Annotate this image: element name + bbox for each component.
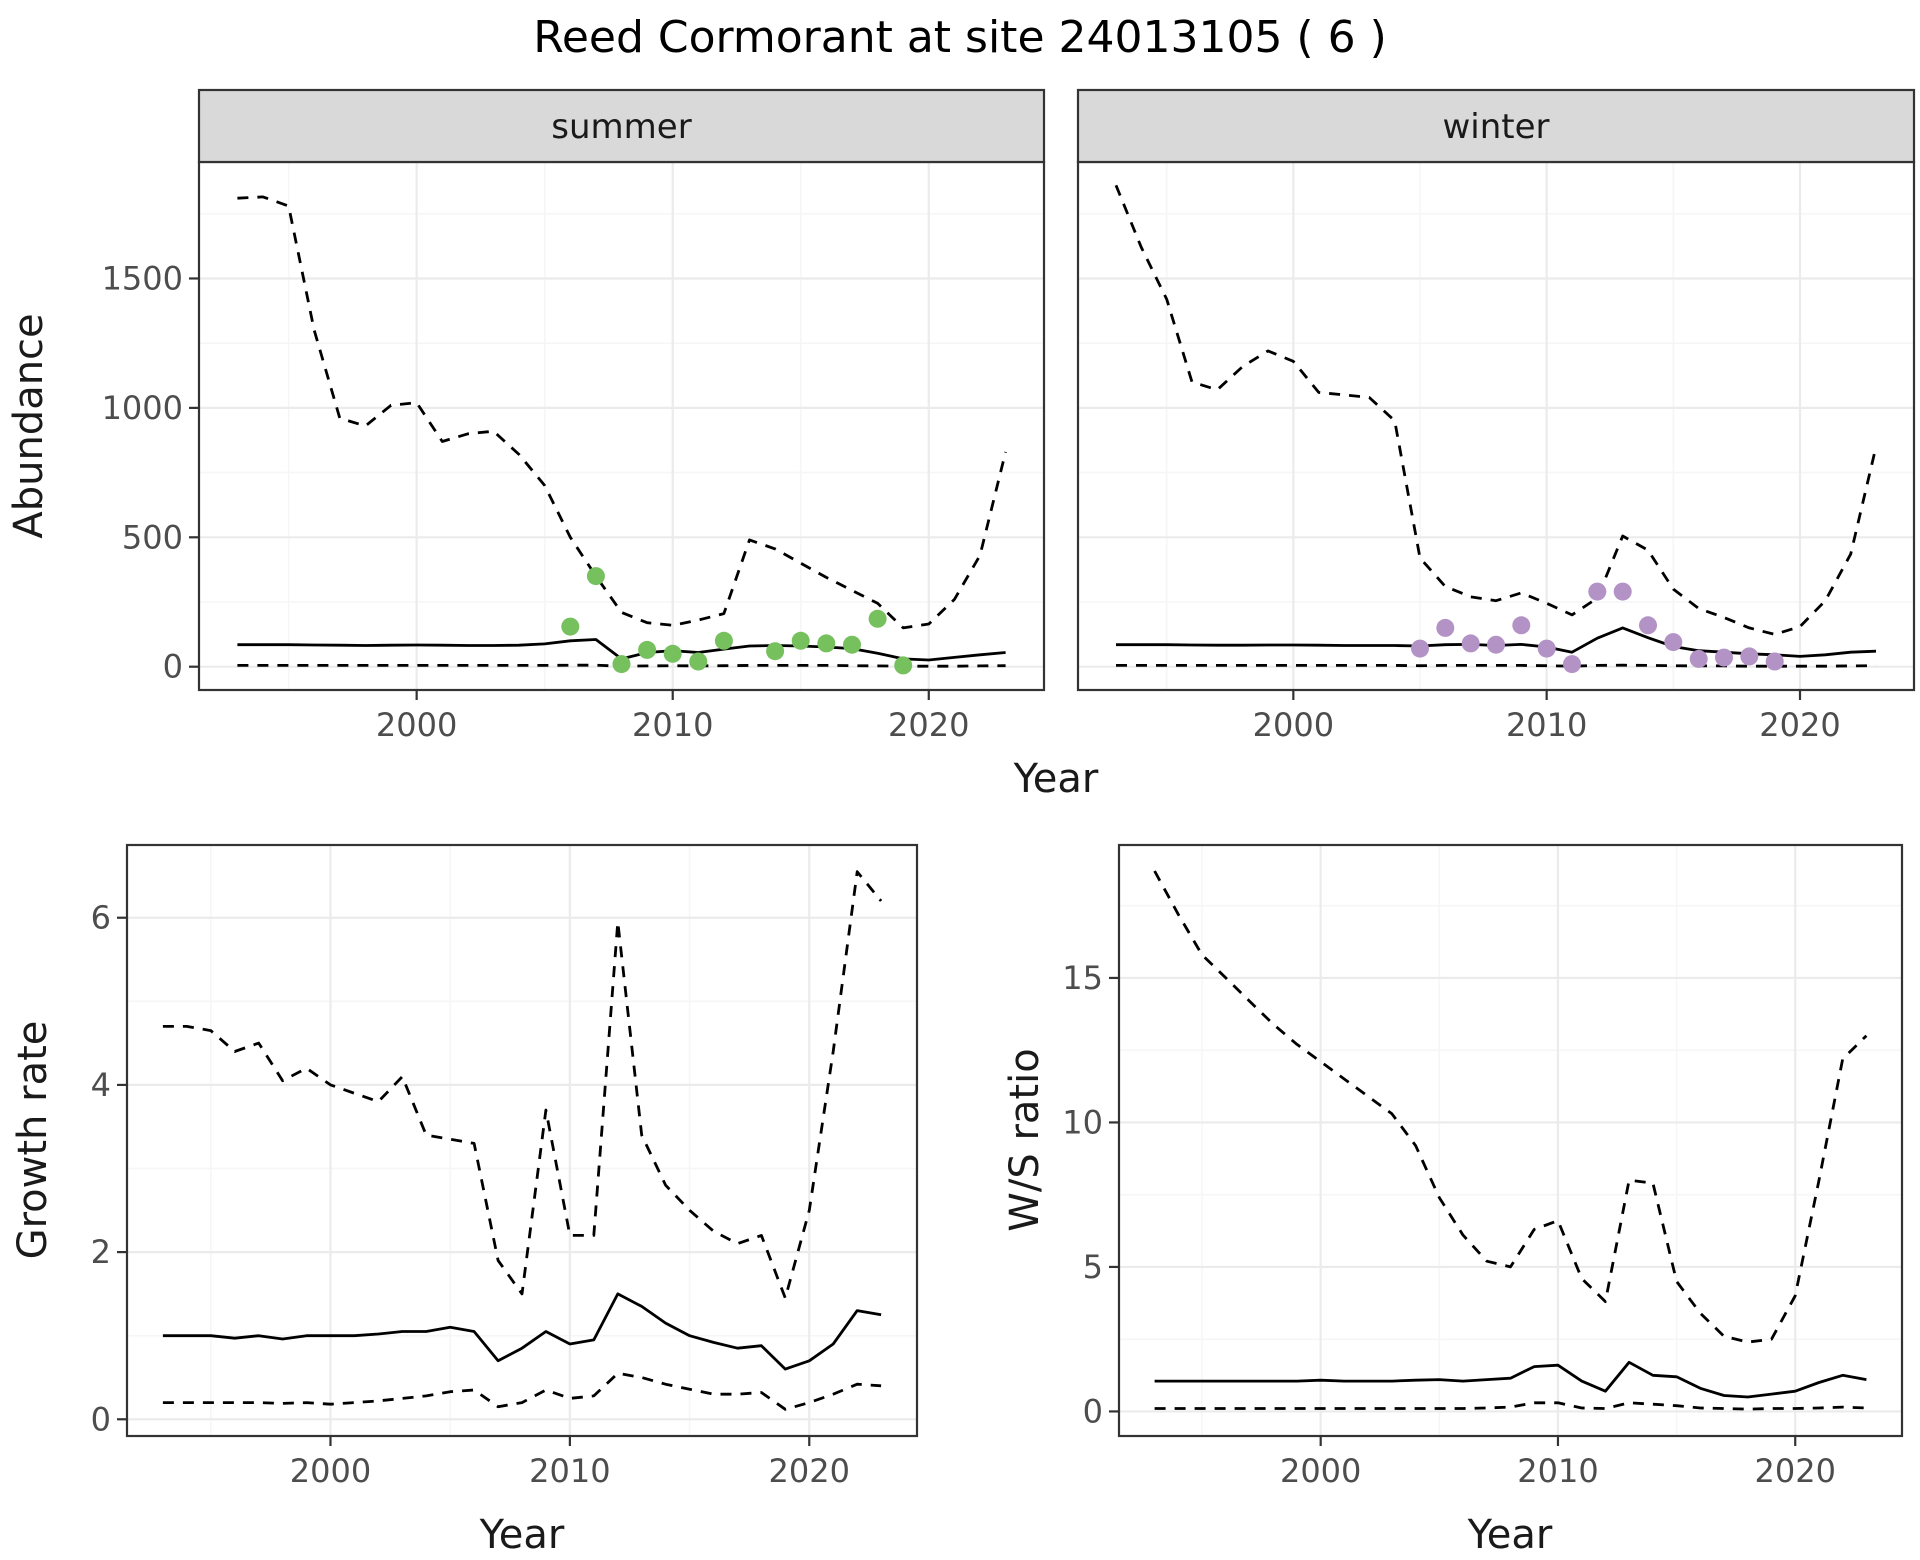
x-tick-label: 2000 [1280,1452,1361,1490]
y-tick-label: 6 [91,899,111,937]
series-median-line [1154,1360,1867,1399]
observation-point [586,567,605,586]
y-tick-label: 1500 [102,259,183,297]
observation-point [1411,639,1429,658]
observation-point [1588,582,1607,601]
y-tick-label: 10 [1062,1103,1103,1141]
y-tick-label: 15 [1062,959,1103,997]
series-lower-ci-line [1116,663,1877,668]
x-tick-label: 2020 [1755,1452,1836,1490]
panel-background [1078,162,1914,690]
x-tick-label: 2020 [1759,706,1840,744]
observation-point [689,652,708,671]
x-tick-label: 2010 [1517,1452,1598,1490]
observation-point [612,655,631,674]
figure-title: Reed Cormorant at site 24013105 ( 6 ) [533,12,1386,63]
observation-point [894,656,913,675]
facet-strip [1076,88,1916,164]
series-median-line [162,1292,882,1371]
panel-abundance-summer: 2000 2010 2020 0 500 1000 1500 summer [102,88,1046,744]
y-tick-label: 0 [1083,1392,1103,1430]
observation-point [868,609,887,628]
y-tick-label: 1000 [102,389,183,427]
x-tick-label: 2020 [769,1452,850,1490]
observation-point [1740,647,1759,666]
observation-point [1537,639,1556,658]
top-year-axis-title: Year [1013,756,1099,802]
growth-rate-axis-title: Growth rate [10,1021,56,1260]
observation-point [1512,616,1531,635]
observation-point [1563,655,1581,674]
x-tick-label: 2010 [529,1452,610,1490]
observation-point [1436,618,1455,637]
panel-border [1117,843,1904,1438]
observation-point [1715,648,1733,667]
x-tick-label: 2010 [1506,706,1587,744]
observation-point [1613,582,1632,601]
x-tick-label: 2010 [632,706,713,744]
series-upper-ci-line [162,870,883,1300]
growth-year-axis-title: Year [479,1512,565,1558]
observation-point [1639,616,1657,635]
observation-point [1487,635,1505,654]
y-tick-label: 0 [91,1400,111,1438]
observation-point [843,635,861,654]
observation-point [1461,634,1480,653]
observation-point [766,642,785,661]
panel-abundance-winter: 2000 2010 2020 winter [1076,88,1916,744]
observation-point [817,634,836,653]
series-upper-ci-line [1114,184,1878,636]
observation-point [1664,633,1683,652]
observation-point [1765,652,1784,671]
x-tick-label: 2020 [888,706,969,744]
panel-ws-ratio: 2000 2010 2020 0 5 10 15 [1062,843,1904,1490]
observation-point [638,640,657,659]
facet-strip-label: summer [551,107,691,147]
series-upper-ci-line [237,195,1007,630]
y-tick-label: 4 [91,1066,111,1104]
panel-background [127,845,917,1436]
abundance-axis-title: Abundance [6,313,52,538]
panel-growth-rate: 2000 2010 2020 0 2 4 6 [91,843,919,1490]
panel-background [1119,845,1902,1436]
ws-year-axis-title: Year [1467,1512,1553,1558]
x-tick-label: 2000 [376,706,457,744]
ws-ratio-axis-title: W/S ratio [1002,1048,1048,1231]
y-tick-label: 0 [163,648,183,686]
observation-point [561,617,580,636]
x-tick-label: 2000 [290,1452,371,1490]
observation-point [791,631,810,650]
facet-strip [197,88,1046,164]
y-tick-label: 5 [1083,1248,1103,1286]
observation-point [663,644,682,663]
y-tick-label: 2 [91,1233,111,1271]
observation-point [714,631,733,650]
series-upper-ci-line [1153,870,1868,1344]
panel-background [199,162,1044,690]
series-lower-ci-line [162,1371,882,1411]
y-tick-label: 500 [122,518,183,556]
facet-strip-label: winter [1442,107,1549,147]
observation-point [1689,649,1708,668]
panel-border [125,843,919,1438]
x-tick-label: 2000 [1253,706,1334,744]
